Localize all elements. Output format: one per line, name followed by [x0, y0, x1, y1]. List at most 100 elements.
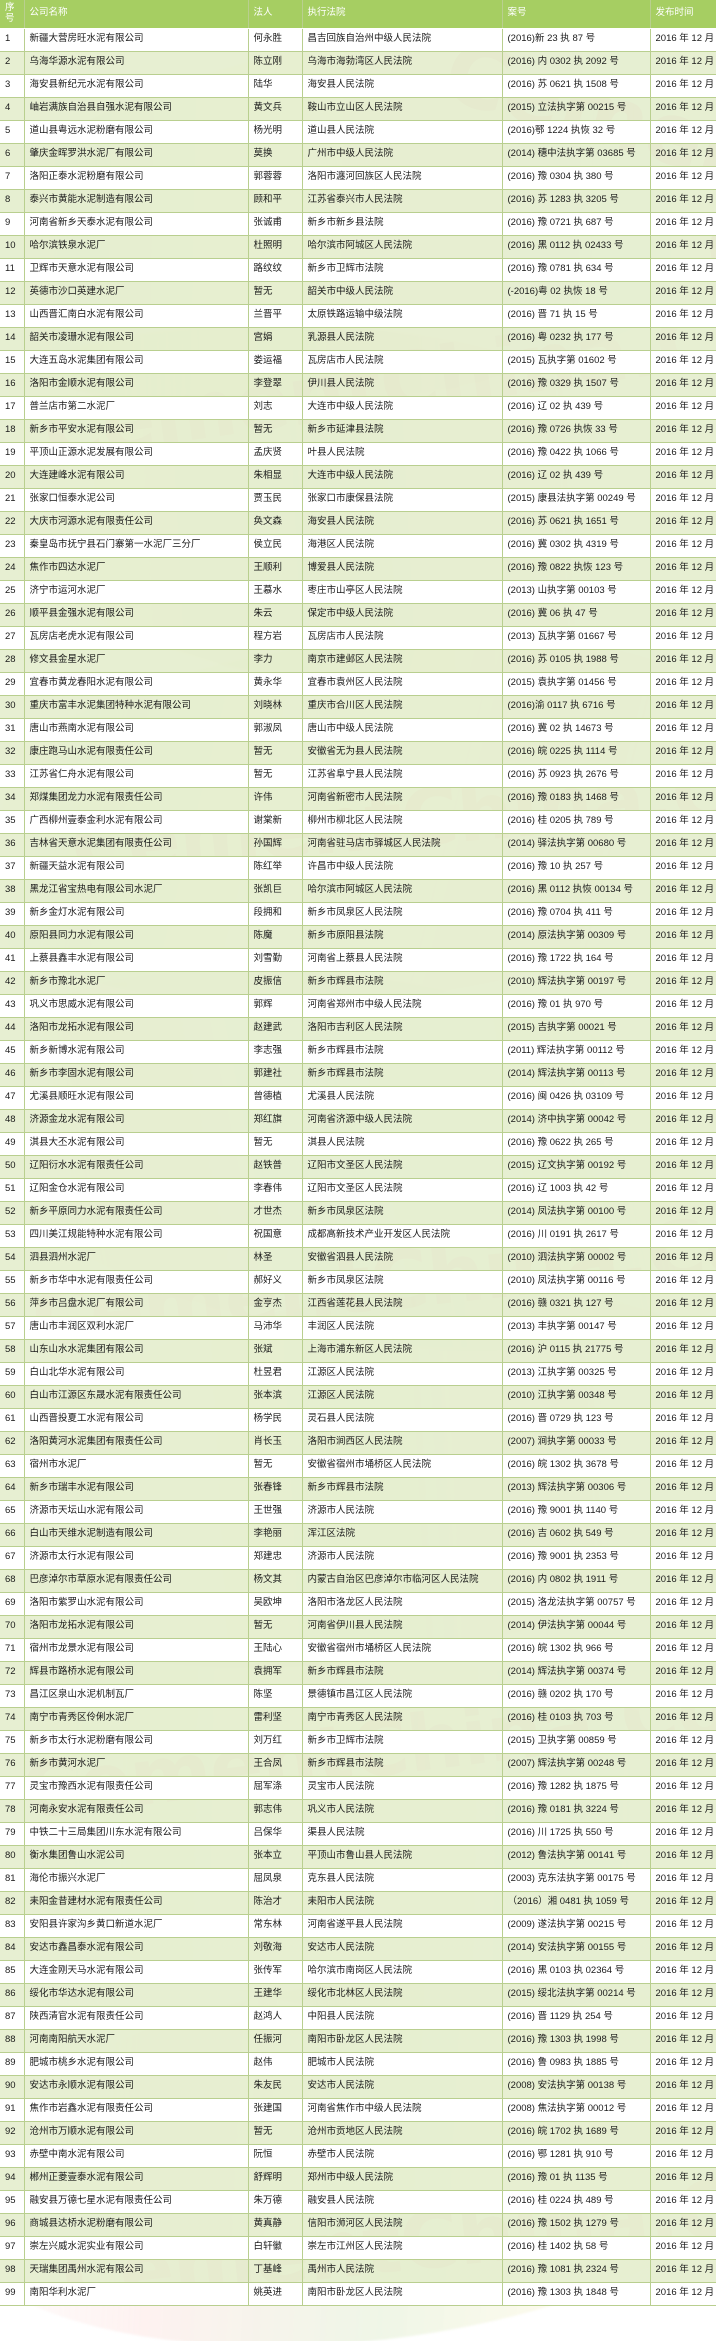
cell-company: 辽阳衍水水泥有限责任公司 — [24, 1155, 249, 1179]
cell-court: 内蒙古自治区巴彦淖尔市临河区人民法院 — [302, 1569, 503, 1593]
cell-legal-person: 陈红举 — [248, 856, 303, 880]
cell-company: 唐山市燕南水泥有限公司 — [24, 718, 249, 742]
cell-publish-date: 2016 年 12 月 14 日 — [650, 810, 716, 834]
table-row: 3 海安县新纪元水泥有限公司 陆华 海安县人民法院 (2016) 苏 0621 执 15… — [0, 74, 716, 98]
cell-legal-person: 李志强 — [248, 1040, 303, 1064]
table-row: 36 吉林省天意水泥集团有限责任公司 孙国辉 河南省驻马店市驿城区人民法院 (2014)… — [0, 833, 716, 857]
cell-court: 枣庄市山亭区人民法院 — [302, 580, 503, 604]
cell-company: 乌海华源水泥有限公司 — [24, 51, 249, 75]
cell-index: 48 — [0, 1109, 25, 1133]
cell-case-no: (2016) 豫 9001 执 1140 号 — [502, 1500, 651, 1524]
cell-index: 60 — [0, 1385, 25, 1409]
cell-index: 25 — [0, 580, 25, 604]
cell-publish-date: 2016 年 12 月 1 日 — [650, 97, 716, 121]
cell-publish-date: 2016 年 12 月 15 日 — [650, 1063, 716, 1087]
cell-case-no: (2015) 卫执字第 00859 号 — [502, 1730, 651, 1754]
table-row: 89 肥城市桃乡水泥有限公司 赵伟 肥城市人民法院 (2016) 鲁 0983 执 18… — [0, 2052, 716, 2076]
table-row: 86 绥化市华达水泥有限公司 王建华 绥化市北林区人民法院 (2015) 绥北法执字第 … — [0, 1983, 716, 2007]
cell-company: 耒阳金昔建材水泥有限责任公司 — [24, 1891, 249, 1915]
cell-case-no: (2016) 辽 02 执 439 号 — [502, 465, 651, 489]
cell-case-no: (2015) 袁执字第 01456 号 — [502, 672, 651, 696]
cell-legal-person: 丁基峰 — [248, 2259, 303, 2283]
column-header-company: 公司名称 — [24, 0, 249, 29]
cell-company: 郴州正菱壹泰水泥有限公司 — [24, 2167, 249, 2191]
cell-company: 英德市沙口英建水泥厂 — [24, 281, 249, 305]
cell-index: 63 — [0, 1454, 25, 1478]
cell-publish-date: 2016 年 12 月 6 日 — [650, 350, 716, 374]
cell-index: 34 — [0, 787, 25, 811]
cell-legal-person: 吕保华 — [248, 1822, 303, 1846]
cell-index: 57 — [0, 1316, 25, 1340]
cell-court: 新乡市辉县市法院 — [302, 1477, 503, 1501]
cell-index: 66 — [0, 1523, 25, 1547]
cell-index: 58 — [0, 1339, 25, 1363]
cell-court: 广州市中级人民法院 — [302, 143, 503, 167]
cell-court: 中阳县人民法院 — [302, 2006, 503, 2030]
cell-case-no: (2003) 克东法执字第 00175 号 — [502, 1868, 651, 1892]
cell-legal-person: 黄文兵 — [248, 97, 303, 121]
table-row: 85 大连金刚天马水泥有限公司 张传军 哈尔滨市南岗区人民法院 (2016) 黑 010… — [0, 1960, 716, 1984]
cell-company: 肥城市桃乡水泥有限公司 — [24, 2052, 249, 2076]
cell-publish-date: 2016 年 12 月 30 日 — [650, 1960, 716, 1984]
cell-publish-date: 2016 年 12 月 23 日 — [650, 1569, 716, 1593]
table-row: 21 张家口恒泰水泥公司 贾玉民 张家口市康保县法院 (2015) 康县法执字第 002… — [0, 488, 716, 512]
table-row: 99 南阳华利水泥厂 姚英进 南阳市卧龙区人民法院 (2016) 豫 1303 执 18… — [0, 2282, 716, 2306]
cell-case-no: (2014) 驿法执字第 00680 号 — [502, 833, 651, 857]
cell-legal-person: 张本立 — [248, 1845, 303, 1869]
cell-publish-date: 2016 年 12 月 22 日 — [650, 1500, 716, 1524]
cell-case-no: (2014) 原法执字第 00309 号 — [502, 925, 651, 949]
cell-company: 安达市永顺水泥有限公司 — [24, 2075, 249, 2099]
cell-case-no: (2015) 洛龙法执字第 00757 号 — [502, 1592, 651, 1616]
cell-index: 93 — [0, 2144, 25, 2168]
cell-index: 55 — [0, 1270, 25, 1294]
cell-publish-date: 2016 年 12 月 13 日 — [650, 695, 716, 719]
cell-index: 54 — [0, 1247, 25, 1271]
cell-court: 江源区人民法院 — [302, 1362, 503, 1386]
cell-legal-person: 王建华 — [248, 1983, 303, 2007]
cell-court: 平顶山市鲁山县人民法院 — [302, 1845, 503, 1869]
cell-case-no: (2016) 豫 1722 执 164 号 — [502, 948, 651, 972]
cell-company: 肇庆金晖罗洪水泥厂有限公司 — [24, 143, 249, 167]
cell-court: 伊川县人民法院 — [302, 373, 503, 397]
cell-index: 5 — [0, 120, 25, 144]
cell-legal-person: 王慕水 — [248, 580, 303, 604]
cell-company: 昌江区泉山水泥机制瓦厂 — [24, 1684, 249, 1708]
cell-case-no: (2009) 遂法执字第 00215 号 — [502, 1914, 651, 1938]
cell-publish-date: 2016 年 12 月 20 日 — [650, 1385, 716, 1409]
cell-index: 96 — [0, 2213, 25, 2237]
cell-company: 新疆大营房旺水泥有限公司 — [24, 28, 249, 52]
cell-company: 广西柳州壹泰金利水泥有限公司 — [24, 810, 249, 834]
cell-company: 沧州市万顺水泥有限公司 — [24, 2121, 249, 2145]
cell-case-no: (2014) 安法执字第 00155 号 — [502, 1937, 651, 1961]
cell-publish-date: 2016 年 12 月 22 日 — [650, 1477, 716, 1501]
cell-publish-date: 2016 年 12 月 15 日 — [650, 971, 716, 995]
cell-index: 16 — [0, 373, 25, 397]
cell-index: 46 — [0, 1063, 25, 1087]
cell-case-no: (2016) 桂 0205 执 789 号 — [502, 810, 651, 834]
cell-legal-person: 段拥和 — [248, 902, 303, 926]
cell-case-no: (2015) 立法执字第 00215 号 — [502, 97, 651, 121]
cell-legal-person: 郝好义 — [248, 1270, 303, 1294]
table-row: 14 韶关市凌珊水泥有限公司 宫娟 乳源县人民法院 (2016) 粤 0232 执 17… — [0, 327, 716, 351]
cell-index: 77 — [0, 1776, 25, 1800]
cell-legal-person: 皮振信 — [248, 971, 303, 995]
cell-court: 南京市建邺区人民法院 — [302, 649, 503, 673]
cell-company: 海伦市振兴水泥厂 — [24, 1868, 249, 1892]
cell-court: 沧州市贡地区人民法院 — [302, 2121, 503, 2145]
cell-court: 新乡市辉县市法院 — [302, 1661, 503, 1685]
cell-index: 15 — [0, 350, 25, 374]
cell-index: 11 — [0, 258, 25, 282]
cell-legal-person: 任振河 — [248, 2029, 303, 2053]
cell-index: 23 — [0, 534, 25, 558]
cell-company: 新乡市太行水泥粉磨有限公司 — [24, 1730, 249, 1754]
cell-court: 新乡市卫辉市法院 — [302, 258, 503, 282]
cell-index: 69 — [0, 1592, 25, 1616]
cell-company: 洛阳黄河水泥集团有限责任公司 — [24, 1431, 249, 1455]
cell-publish-date: 2016 年 12 月 6 日 — [650, 258, 716, 282]
table-row: 42 新乡市豫北水泥厂 皮振信 新乡市辉县市法院 (2010) 辉法执字第 00197 … — [0, 971, 716, 995]
cell-court: 渠县人民法院 — [302, 1822, 503, 1846]
cell-publish-date: 2016 年 12 月 30 日 — [650, 2075, 716, 2099]
cell-case-no: (2015) 吉执字第 00021 号 — [502, 1017, 651, 1041]
cell-index: 94 — [0, 2167, 25, 2191]
table-row: 96 商城县达桥水泥粉磨有限公司 黄真静 信阳市浉河区人民法院 (2016) 豫 150… — [0, 2213, 716, 2237]
